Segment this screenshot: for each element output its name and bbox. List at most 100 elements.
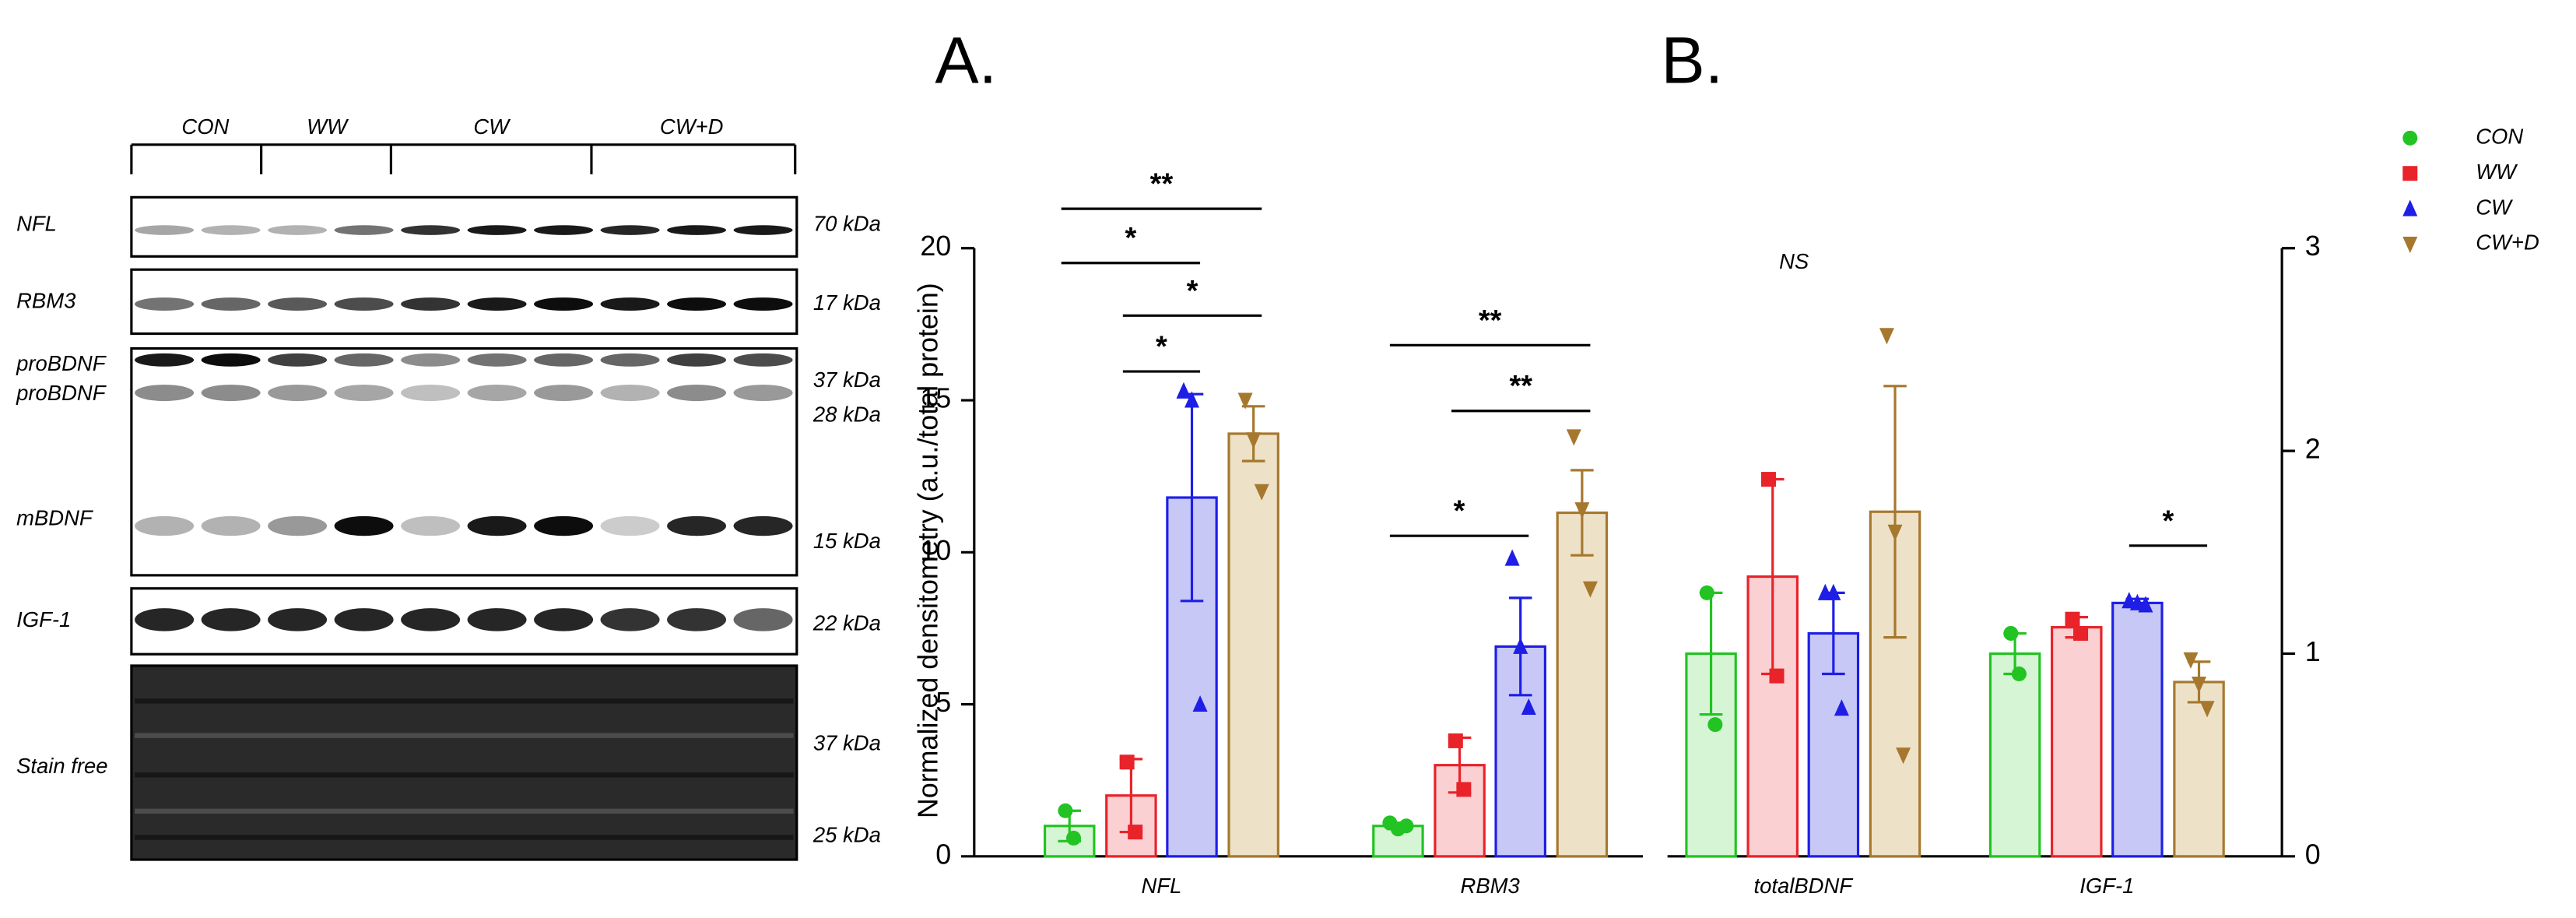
data-point [1066,830,1082,846]
x-tick-label: totalBDNF [1754,874,1855,898]
band [600,384,660,402]
band [467,608,527,631]
row-label: RBM3 [16,289,76,313]
band [135,297,195,311]
band [733,353,793,367]
data-point [1119,754,1135,770]
band [201,225,261,235]
row-label: IGF-1 [16,607,71,631]
band [401,297,461,311]
data-point [1192,695,1208,712]
legend-marker [2402,199,2418,216]
legend-label: CW+D [2476,230,2539,255]
band [467,225,527,235]
band [600,353,660,367]
lane-bracket [130,143,797,174]
legend-label: CW [2476,195,2514,219]
band [401,608,461,631]
band [534,384,594,402]
y-tick-label: 2 [2305,434,2321,465]
band [401,515,461,536]
data-point [1707,717,1723,733]
band [534,353,594,367]
band [733,225,793,235]
data-point [1566,429,1581,446]
band [201,384,261,402]
band [135,353,195,367]
bar [1556,511,1609,858]
band [268,515,328,536]
band [401,225,461,235]
blot-box [130,664,798,861]
y-tick-label: 1 [2305,636,2321,667]
panel-label: A. [935,24,997,97]
band [268,225,328,235]
data-point [1456,782,1472,797]
annotation: NS [1779,249,1809,273]
data-point [1769,668,1785,684]
band [733,515,793,536]
row-label: proBDNF [16,381,107,405]
y-tick-label: 20 [920,230,951,262]
data-point [1176,382,1191,399]
band [334,297,394,311]
legend-label: CON [2476,125,2523,149]
sig-label: * [1187,275,1199,308]
bar [2111,601,2164,858]
band [467,384,527,402]
y-tick-label: 5 [935,687,951,718]
data-point [1879,328,1894,345]
band [667,608,727,631]
band [667,515,727,536]
kda-label: 17 kDa [813,290,881,315]
data-point [1574,502,1590,519]
data-point [1760,472,1776,487]
data-point [1521,698,1536,715]
band [600,608,660,631]
x-tick-label: NFL [1142,874,1182,898]
band [401,353,461,367]
data-point [1254,484,1269,501]
data-point [1699,585,1714,600]
band [467,353,527,367]
band [201,515,261,536]
band [201,608,261,631]
error-bar [1883,385,1907,639]
band [334,353,394,367]
band [135,225,195,235]
band [201,297,261,311]
band [667,225,727,235]
band [600,515,660,536]
sig-label: ** [1479,304,1502,337]
y-axis-label: Normalized densitometry (a.u./total prot… [912,283,943,818]
band [733,384,793,402]
data-point [1834,699,1849,716]
data-point [1184,391,1200,408]
band [334,384,394,402]
data-point [1887,524,1903,541]
band [733,608,793,631]
band [135,515,195,536]
kda-label: 22 kDa [812,610,881,635]
bar [2173,681,2225,858]
sig-label: ** [1509,370,1532,403]
kda-label: 37 kDa [813,731,881,755]
data-point [2073,625,2089,641]
band [201,353,261,367]
legend-marker [2402,236,2418,254]
blot: CON WW CW CW+D NFL RBM3 proBDNF proBDNF mBDNF IGF… [16,114,881,861]
sig-label: * [1454,495,1465,528]
data-point [2183,652,2199,669]
sig-label: * [2163,505,2174,537]
band [334,515,394,536]
stain-band [135,808,794,814]
data-point [2199,701,2215,718]
data-point [2011,667,2027,682]
data-point [1246,432,1262,449]
kda-label: 25 kDa [812,823,881,847]
y-tick-label: 0 [2305,839,2321,870]
data-point [1128,825,1143,840]
data-point [1058,803,1073,818]
data-point [1582,581,1598,598]
band [135,384,195,402]
